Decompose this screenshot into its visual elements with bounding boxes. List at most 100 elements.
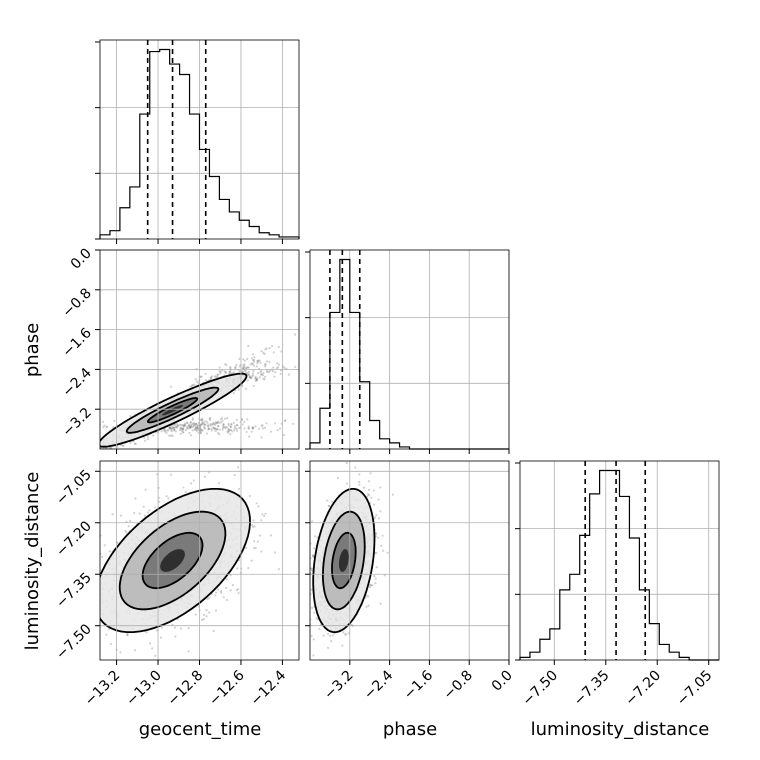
scatter-point-geocent_time-luminosity_distance [222,596,225,599]
scatter-point-geocent_time-phase [243,365,246,368]
scatter-point-geocent_time-phase [250,377,253,380]
scatter-point-geocent_time-luminosity_distance [250,524,254,527]
scatter-point-geocent_time-phase [169,385,172,388]
scatter-point-geocent_time-phase [108,450,110,452]
scatter-point-geocent_time-phase [260,350,263,353]
scatter-point-geocent_time-phase [190,426,193,429]
scatter-point-geocent_time-phase [283,366,286,369]
scatter-point-geocent_time-luminosity_distance [235,588,238,592]
scatter-point-geocent_time-phase [259,371,262,374]
scatter-point-geocent_time-phase [103,424,106,427]
scatter-point-geocent_time-phase [234,366,237,369]
scatter-point-geocent_time-phase [98,461,100,463]
scatter-point-geocent_time-phase [178,429,182,432]
scatter-point-geocent_time-luminosity_distance [124,529,127,533]
scatter-point-geocent_time-phase [275,367,278,370]
scatter-point-geocent_time-phase [199,418,203,422]
scatter-point-phase-luminosity_distance [304,539,306,541]
scatter-point-geocent_time-luminosity_distance [151,647,154,650]
scatter-point-phase-luminosity_distance [310,606,314,609]
scatter-point-geocent_time-phase [93,447,95,449]
scatter-point-geocent_time-phase [279,427,282,430]
scatter-point-geocent_time-luminosity_distance [107,628,111,631]
scatter-point-geocent_time-phase [257,371,260,375]
scatter-point-geocent_time-phase [242,367,245,370]
scatter-point-geocent_time-phase [133,442,136,445]
x-tick-label-phase-luminosity_distance-0: −3.2 [321,668,356,703]
scatter-point-geocent_time-phase [182,431,185,434]
scatter-point-geocent_time-phase [170,434,173,437]
scatter-point-geocent_time-phase [209,378,213,381]
scatter-point-geocent_time-phase [209,416,212,420]
scatter-point-geocent_time-phase [175,426,178,429]
scatter-point-geocent_time-luminosity_distance [133,649,137,652]
scatter-point-geocent_time-luminosity_distance [97,608,99,610]
scatter-point-geocent_time-phase [238,426,241,430]
scatter-point-phase-luminosity_distance [367,595,370,598]
scatter-point-phase-luminosity_distance [373,503,376,506]
scatter-point-geocent_time-phase [225,425,229,429]
scatter-point-geocent_time-phase [195,428,198,431]
scatter-point-geocent_time-phase [217,420,220,423]
scatter-point-geocent_time-phase [195,423,198,426]
scatter-point-geocent_time-luminosity_distance [273,551,277,554]
scatter-point-geocent_time-phase [249,376,253,379]
scatter-point-geocent_time-phase [246,379,249,382]
scatter-point-geocent_time-luminosity_distance [277,568,280,571]
scatter-point-geocent_time-phase [179,426,182,429]
scatter-point-geocent_time-phase [250,430,253,433]
scatter-point-geocent_time-luminosity_distance [97,544,99,546]
scatter-point-phase-luminosity_distance [345,482,348,485]
scatter-point-phase-luminosity_distance [383,574,386,577]
scatter-point-geocent_time-phase [163,428,166,431]
scatter-point-geocent_time-phase [129,441,132,444]
scatter-point-geocent_time-luminosity_distance [169,473,173,476]
scatter-point-geocent_time-phase [146,438,149,441]
scatter-point-geocent_time-phase [218,370,221,373]
scatter-point-geocent_time-luminosity_distance [269,534,273,537]
scatter-point-geocent_time-phase [173,426,176,429]
scatter-point-geocent_time-phase [219,372,222,375]
scatter-point-geocent_time-phase [254,377,258,380]
scatter-point-geocent_time-phase [249,376,252,379]
y-axis-label-phase: phase [22,323,43,377]
scatter-point-geocent_time-phase [255,378,258,381]
scatter-point-geocent_time-phase [208,417,211,420]
scatter-point-geocent_time-phase [94,450,96,452]
scatter-point-geocent_time-luminosity_distance [220,590,223,593]
scatter-point-geocent_time-luminosity_distance [253,540,256,543]
scatter-point-phase-luminosity_distance [311,520,314,523]
scatter-point-geocent_time-phase [224,363,227,366]
scatter-point-geocent_time-luminosity_distance [154,654,157,657]
scatter-point-phase-luminosity_distance [367,604,370,607]
scatter-point-geocent_time-luminosity_distance [201,618,204,621]
scatter-point-phase-luminosity_distance [375,513,378,517]
scatter-point-geocent_time-phase [184,424,187,427]
scatter-point-geocent_time-phase [228,370,231,373]
scatter-point-geocent_time-luminosity_distance [111,513,114,516]
scatter-point-geocent_time-phase [204,372,207,376]
scatter-point-geocent_time-phase [207,428,210,431]
scatter-point-geocent_time-phase [227,431,230,434]
x-tick-label-hist-luminosity_distance-3: −7.05 [674,668,716,710]
scatter-point-phase-luminosity_distance [310,588,313,591]
scatter-point-phase-luminosity_distance [310,567,313,570]
scatter-point-geocent_time-phase [207,424,210,427]
scatter-point-geocent_time-phase [190,384,193,387]
scatter-point-geocent_time-phase [243,427,246,430]
scatter-point-geocent_time-phase [227,424,231,427]
scatter-point-geocent_time-phase [210,429,213,432]
scatter-point-geocent_time-phase [181,427,185,430]
scatter-point-phase-luminosity_distance [304,553,306,555]
y-tick-label-geocent_time-luminosity_distance-3: −7.05 [53,467,95,509]
scatter-point-geocent_time-phase [242,364,245,367]
scatter-point-geocent_time-phase [62,471,64,473]
scatter-point-geocent_time-phase [200,375,203,378]
scatter-point-geocent_time-phase [191,429,194,432]
scatter-point-geocent_time-phase [224,371,227,374]
scatter-point-phase-luminosity_distance [354,466,357,469]
scatter-point-phase-luminosity_distance [358,473,361,476]
scatter-point-geocent_time-phase [57,479,59,481]
scatter-point-geocent_time-phase [277,345,281,349]
scatter-point-phase-luminosity_distance [345,461,348,465]
